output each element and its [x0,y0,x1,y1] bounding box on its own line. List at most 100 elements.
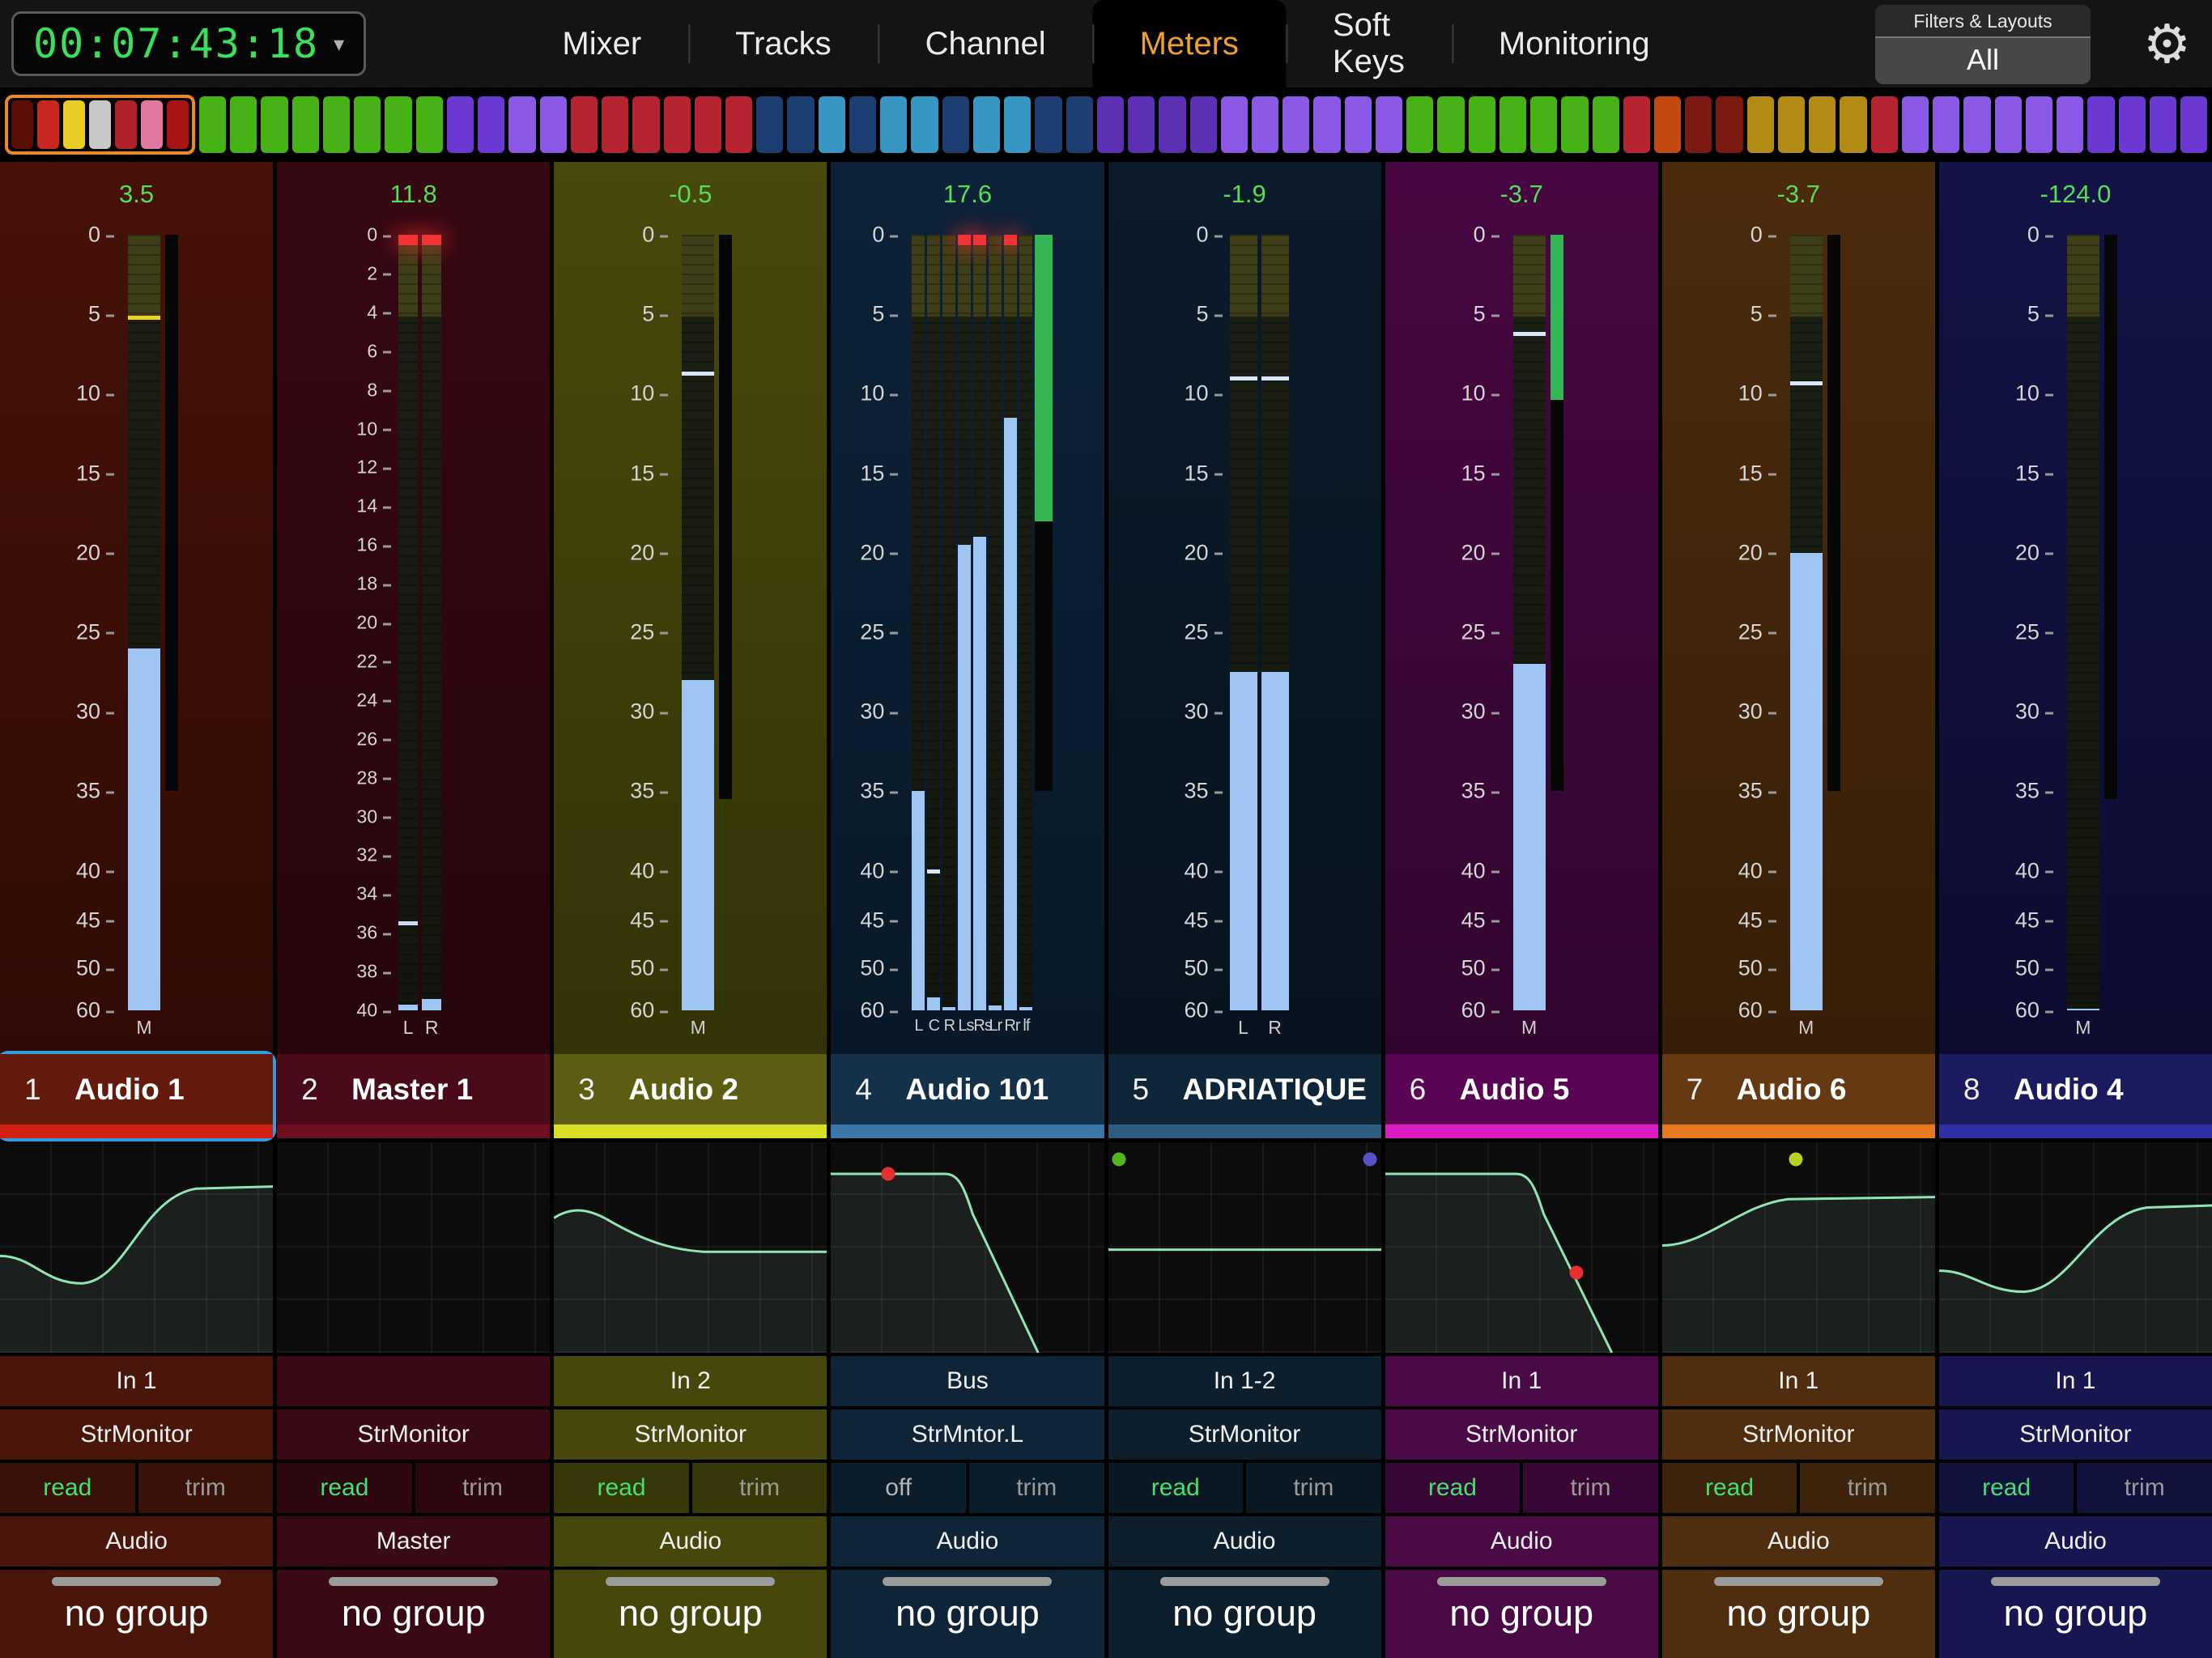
channel-color-block[interactable] [2118,96,2146,153]
channel-name-block[interactable]: 6 Audio 5 [1385,1054,1658,1138]
channel-color-block[interactable] [539,96,567,153]
monitor-row[interactable]: StrMonitor [1108,1409,1381,1460]
group-scrollbar[interactable] [1436,1577,1606,1586]
group-row[interactable]: no group [277,1570,551,1658]
channel-color-block[interactable] [1777,96,1806,153]
clip-indicator[interactable] [1004,235,1018,245]
automation-mode-button[interactable]: read [554,1463,689,1513]
channel-color-block[interactable] [141,100,163,149]
channel-color-block[interactable] [115,100,137,149]
channel-color-block[interactable] [508,96,536,153]
channel-color-block[interactable] [1840,96,1867,153]
channel-name-row[interactable]: 8 Audio 4 [1938,1054,2212,1124]
group-scrollbar[interactable] [883,1577,1053,1586]
channel-name-block[interactable]: 8 Audio 4 [1938,1054,2212,1138]
group-row[interactable]: no group [1938,1570,2212,1658]
eq-graph[interactable] [1108,1142,1381,1353]
channel-color-block[interactable] [1623,96,1651,153]
tab-tracks[interactable]: Tracks [688,0,878,87]
channel-color-block[interactable] [446,96,474,153]
eq-graph[interactable] [0,1142,274,1353]
channel-name-row[interactable]: 3 Audio 2 [554,1054,827,1124]
channel-color-block[interactable] [911,96,938,153]
channel-name-row[interactable]: 7 Audio 6 [1661,1054,1935,1124]
trim-button[interactable]: trim [1800,1463,1935,1513]
eq-point[interactable] [1112,1152,1126,1167]
channel-color-block[interactable] [1809,96,1836,153]
monitor-row[interactable]: StrMntor.L [831,1409,1104,1460]
input-row[interactable]: In 1 [1938,1356,2212,1406]
input-row[interactable]: In 1 [0,1356,274,1406]
channel-color-block[interactable] [1344,96,1372,153]
channel-color-block[interactable] [167,100,189,149]
monitor-row[interactable]: StrMonitor [554,1409,827,1460]
channel-color-block[interactable] [385,96,412,153]
channel-color-block[interactable] [1468,96,1495,153]
channel-color-block[interactable] [880,96,908,153]
channel-color-block[interactable] [818,96,845,153]
channel-name-block[interactable]: 5 ADRIATIQUE [1108,1054,1381,1138]
tab-channel[interactable]: Channel [878,0,1093,87]
channel-name-row[interactable]: 1 Audio 1 [0,1054,274,1124]
input-row[interactable] [277,1356,551,1406]
automation-mode-button[interactable]: read [1938,1463,2074,1513]
eq-graph[interactable] [1385,1142,1658,1353]
channel-name-block[interactable]: 1 Audio 1 [0,1054,274,1138]
channel-color-block[interactable] [602,96,629,153]
channel-color-block[interactable] [725,96,753,153]
bank-selector[interactable] [5,95,195,155]
automation-mode-button[interactable]: read [1385,1463,1521,1513]
channel-color-block[interactable] [1561,96,1589,153]
channel-color-block[interactable] [942,96,969,153]
group-row[interactable]: no group [1108,1570,1381,1658]
group-scrollbar[interactable] [52,1577,222,1586]
channel-color-block[interactable] [1963,96,1991,153]
automation-mode-button[interactable]: read [1108,1463,1244,1513]
eq-point[interactable] [1363,1152,1377,1167]
channel-color-block[interactable] [849,96,877,153]
channel-color-block[interactable] [2149,96,2176,153]
channel-color-block[interactable] [1220,96,1248,153]
channel-color-block[interactable] [1375,96,1403,153]
channel-color-block[interactable] [632,96,660,153]
channel-name-row[interactable]: 6 Audio 5 [1385,1054,1658,1124]
channel-color-block[interactable] [663,96,691,153]
clip-indicator[interactable] [422,235,442,245]
channel-color-block[interactable] [1128,96,1155,153]
group-row[interactable]: no group [1385,1570,1658,1658]
channel-color-block[interactable] [37,100,59,149]
channel-color-block[interactable] [694,96,721,153]
eq-graph[interactable] [1661,1142,1935,1353]
automation-mode-button[interactable]: read [0,1463,135,1513]
group-scrollbar[interactable] [329,1577,499,1586]
input-row[interactable]: In 1 [1661,1356,1935,1406]
channel-color-block[interactable] [11,100,33,149]
trim-button[interactable]: trim [2077,1463,2212,1513]
tab-monitoring[interactable]: Monitoring [1451,0,1697,87]
channel-color-block[interactable] [1035,96,1062,153]
channel-color-block[interactable] [1004,96,1032,153]
channel-color-block[interactable] [89,100,111,149]
group-row[interactable]: no group [831,1570,1104,1658]
channel-color-block[interactable] [2087,96,2115,153]
channel-color-block[interactable] [478,96,505,153]
eq-graph[interactable] [1938,1142,2212,1353]
channel-color-block[interactable] [570,96,598,153]
clip-indicator[interactable] [958,235,972,245]
automation-mode-button[interactable]: read [277,1463,412,1513]
channel-color-block[interactable] [1406,96,1434,153]
tab-mixer[interactable]: Mixer [562,25,642,62]
eq-point[interactable] [881,1167,895,1181]
channel-color-block[interactable] [415,96,443,153]
trim-button[interactable]: trim [1246,1463,1381,1513]
trim-button[interactable]: trim [415,1463,551,1513]
channel-color-block[interactable] [1994,96,2022,153]
channel-color-block[interactable] [1189,96,1217,153]
channel-color-block[interactable] [230,96,257,153]
channel-color-block[interactable] [1933,96,1960,153]
filters-layouts-control[interactable]: Filters & Layouts All [1875,5,2091,84]
channel-color-block[interactable] [1654,96,1682,153]
channel-color-block[interactable] [322,96,351,153]
eq-graph[interactable] [277,1142,551,1353]
input-row[interactable]: In 1 [1385,1356,1658,1406]
